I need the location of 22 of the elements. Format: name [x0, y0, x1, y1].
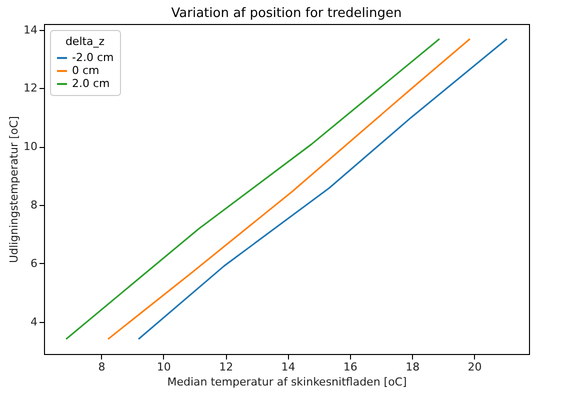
legend-label: 0 cm [72, 64, 100, 77]
x-tick-label: 18 [406, 360, 420, 374]
x-tick-label: 10 [156, 360, 171, 374]
chart-title: Variation af position for tredelingen [171, 6, 402, 21]
y-tick-label: 6 [30, 256, 38, 270]
x-tick-label: 14 [281, 360, 296, 374]
y-tick-label: 10 [24, 140, 38, 154]
x-tick-label: 16 [343, 360, 358, 374]
y-tick-label: 12 [24, 82, 38, 95]
line-series [65, 38, 440, 340]
line-series [138, 38, 508, 340]
x-tick-label: 20 [468, 360, 482, 374]
legend-title: delta_z [65, 35, 105, 48]
y-axis-title: Udligningstemperatur [oC] [8, 116, 21, 263]
legend-label: 2.0 cm [72, 77, 110, 90]
x-tick-label: 12 [219, 360, 234, 374]
x-tick-label: 8 [98, 360, 106, 374]
y-tick-label: 4 [30, 315, 38, 328]
y-tick-label: 14 [24, 23, 38, 36]
y-tick-label: 8 [30, 198, 38, 212]
legend-label: -2.0 cm [72, 51, 114, 64]
x-axis-title: Median temperatur af skinkesnitfladen [oC] [167, 376, 407, 388]
